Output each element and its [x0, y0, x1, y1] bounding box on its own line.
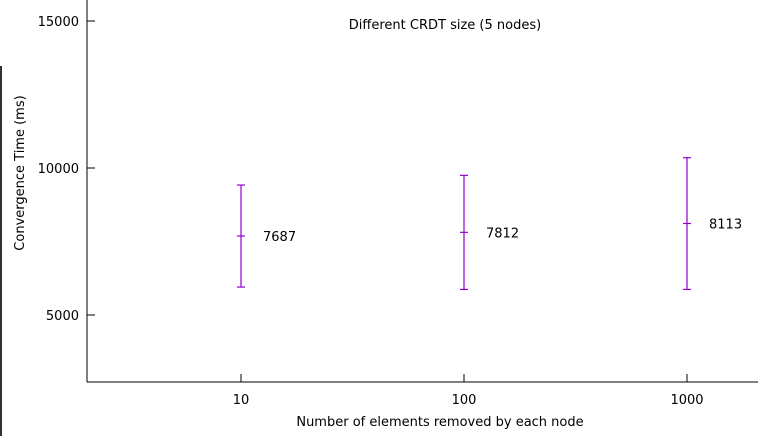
- x-tick-label: 100: [452, 393, 477, 408]
- series-marks: 7687 7812 8113: [237, 157, 742, 291]
- data-label: 7687: [263, 230, 296, 245]
- window-edge-bar: [0, 66, 2, 436]
- data-label: 8113: [709, 217, 742, 232]
- chart-title: Different CRDT size (5 nodes): [349, 18, 541, 33]
- y-tick-label: 15000: [38, 15, 79, 30]
- y-tick-label: 10000: [38, 162, 79, 177]
- x-axis-label: Number of elements removed by each node: [296, 415, 583, 430]
- x-tick-label: 1000: [670, 393, 703, 408]
- axes: [86, 0, 758, 383]
- x-tick-label: 10: [233, 393, 250, 408]
- x-ticks: 10 100 1000: [233, 374, 704, 408]
- y-axis-label: Convergence Time (ms): [13, 95, 28, 250]
- data-label: 7812: [486, 226, 519, 241]
- y-tick-label: 5000: [46, 309, 79, 324]
- y-ticks: 5000 10000 15000: [38, 15, 95, 324]
